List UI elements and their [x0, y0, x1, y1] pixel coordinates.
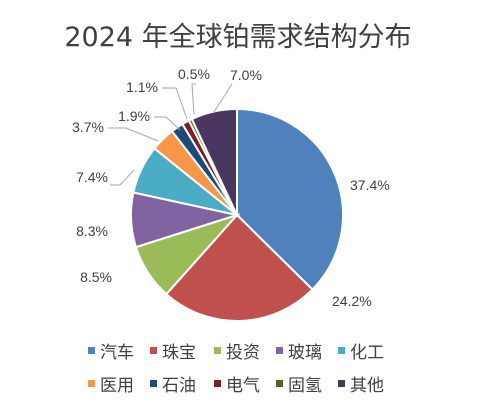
legend-swatch: [276, 347, 283, 354]
data-label-电气: 1.1%: [126, 79, 158, 95]
data-label-其他: 7.0%: [230, 67, 262, 83]
legend-label: 玻璃: [288, 343, 322, 363]
data-label-珠宝: 24.2%: [332, 293, 372, 309]
pie-slice-汽车: [236, 107, 344, 291]
data-label-投资: 8.5%: [80, 269, 112, 285]
legend-swatch: [214, 347, 221, 354]
legend-label: 汽车: [100, 343, 134, 363]
data-label-玻璃: 8.3%: [76, 223, 108, 239]
legend-label: 医用: [100, 376, 134, 396]
legend-swatch: [276, 380, 283, 387]
legend-swatch: [88, 380, 95, 387]
legend-swatch: [214, 380, 221, 387]
legend-label: 电气: [226, 376, 260, 396]
pie-slice-珠宝: [164, 213, 314, 322]
chart-title: 2024 年全球铂需求结构分布: [64, 22, 411, 53]
legend-item-汽车: 汽车: [88, 343, 134, 363]
legend-swatch: [338, 347, 345, 354]
legend-item-固氢: 固氢: [276, 376, 322, 396]
leader-lines: [108, 83, 233, 186]
legend-item-珠宝: 珠宝: [150, 343, 196, 363]
leader-line-电气: [162, 87, 188, 120]
legend-swatch: [150, 347, 157, 354]
legend-label: 石油: [162, 376, 196, 396]
data-label-石油: 1.9%: [118, 108, 150, 124]
data-label-固氢: 0.5%: [178, 66, 210, 82]
pie-slices: [130, 107, 344, 322]
legend-label: 珠宝: [162, 343, 196, 363]
legend-item-电气: 电气: [214, 376, 260, 396]
legend-item-投资: 投资: [214, 343, 260, 363]
data-labels: 37.4% 24.2% 8.5% 8.3% 7.4% 3.7% 1.9% 1.1% 0.5% 7.…: [72, 66, 390, 309]
legend-swatch: [338, 380, 345, 387]
legend-item-玻璃: 玻璃: [276, 343, 322, 363]
leader-line-石油: [154, 116, 181, 131]
legend-swatch: [88, 347, 95, 354]
legend-label: 化工: [350, 343, 384, 363]
legend-item-医用: 医用: [88, 376, 134, 396]
data-label-汽车: 37.4%: [350, 177, 390, 193]
legend-label: 固氢: [288, 376, 322, 396]
legend-label: 投资: [226, 343, 260, 363]
leader-line-医用: [108, 127, 159, 142]
legend-label: 其他: [350, 376, 384, 396]
legend-item-石油: 石油: [150, 376, 196, 396]
legend-item-化工: 化工: [338, 343, 384, 363]
data-label-医用: 3.7%: [72, 119, 104, 135]
leader-line-固氢: [191, 83, 196, 115]
data-label-化工: 7.4%: [76, 169, 108, 185]
legend-swatch: [150, 380, 157, 387]
leader-line-其他: [213, 83, 233, 113]
leader-line-化工: [110, 169, 135, 186]
legend-item-其他: 其他: [338, 376, 384, 396]
